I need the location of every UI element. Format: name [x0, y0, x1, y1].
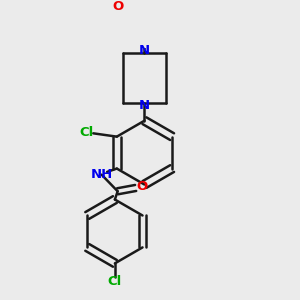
- Text: N: N: [139, 44, 150, 57]
- Text: Cl: Cl: [80, 126, 94, 139]
- Text: N: N: [139, 99, 150, 112]
- Text: Cl: Cl: [108, 275, 122, 288]
- Text: O: O: [113, 0, 124, 13]
- Text: O: O: [136, 180, 147, 193]
- Text: NH: NH: [91, 168, 113, 181]
